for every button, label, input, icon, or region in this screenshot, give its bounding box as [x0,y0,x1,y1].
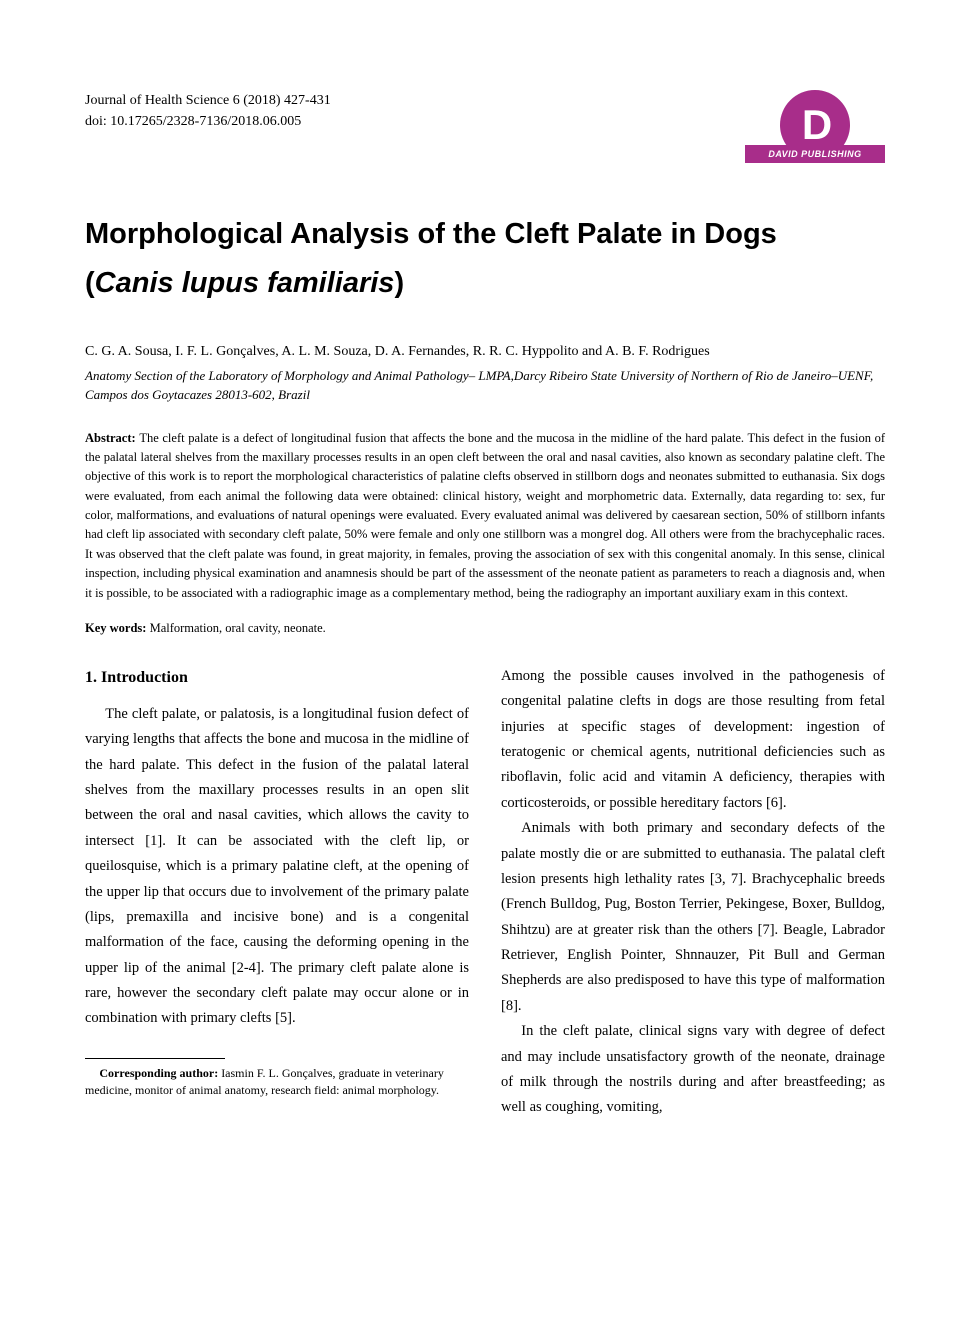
intro-paragraph-4: In the cleft palate, clinical signs vary… [501,1019,885,1121]
intro-paragraph-1: The cleft palate, or palatosis, is a lon… [85,702,469,1032]
keywords-text: Malformation, oral cavity, neonate. [150,621,326,635]
page-header: Journal of Health Science 6 (2018) 427-4… [85,90,885,165]
title-paren-open: ( [85,267,95,299]
intro-paragraph-2: Among the possible causes involved in th… [501,664,885,816]
logo-letter: D [802,101,832,149]
footnote-separator [85,1058,225,1059]
left-column: 1. Introduction The cleft palate, or pal… [85,664,469,1121]
journal-citation: Journal of Health Science 6 (2018) 427-4… [85,90,331,111]
intro-paragraph-3: Animals with both primary and secondary … [501,816,885,1019]
body-columns: 1. Introduction The cleft palate, or pal… [85,664,885,1121]
doi: doi: 10.17265/2328-7136/2018.06.005 [85,111,331,132]
affiliation: Anatomy Section of the Laboratory of Mor… [85,366,885,405]
journal-info: Journal of Health Science 6 (2018) 427-4… [85,90,331,132]
abstract: Abstract: The cleft palate is a defect o… [85,429,885,603]
section-1-heading: 1. Introduction [85,664,469,692]
corresponding-author-footnote: Corresponding author: Iasmin F. L. Gonça… [85,1065,469,1099]
title-species: Canis lupus familiaris [95,267,395,299]
article-title: Morphological Analysis of the Cleft Pala… [85,210,885,309]
abstract-label: Abstract: [85,431,139,445]
publisher-banner: DAVID PUBLISHING [745,145,885,163]
keywords-label: Key words: [85,621,150,635]
keywords: Key words: Malformation, oral cavity, ne… [85,621,885,636]
title-paren-close: ) [394,267,404,299]
footnote-label: Corresponding author: [99,1066,221,1080]
right-column: Among the possible causes involved in th… [501,664,885,1121]
publisher-logo: D DAVID PUBLISHING [745,90,885,165]
authors: C. G. A. Sousa, I. F. L. Gonçalves, A. L… [85,344,885,360]
abstract-text: The cleft palate is a defect of longitud… [85,431,885,600]
title-line1: Morphological Analysis of the Cleft Pala… [85,218,777,250]
